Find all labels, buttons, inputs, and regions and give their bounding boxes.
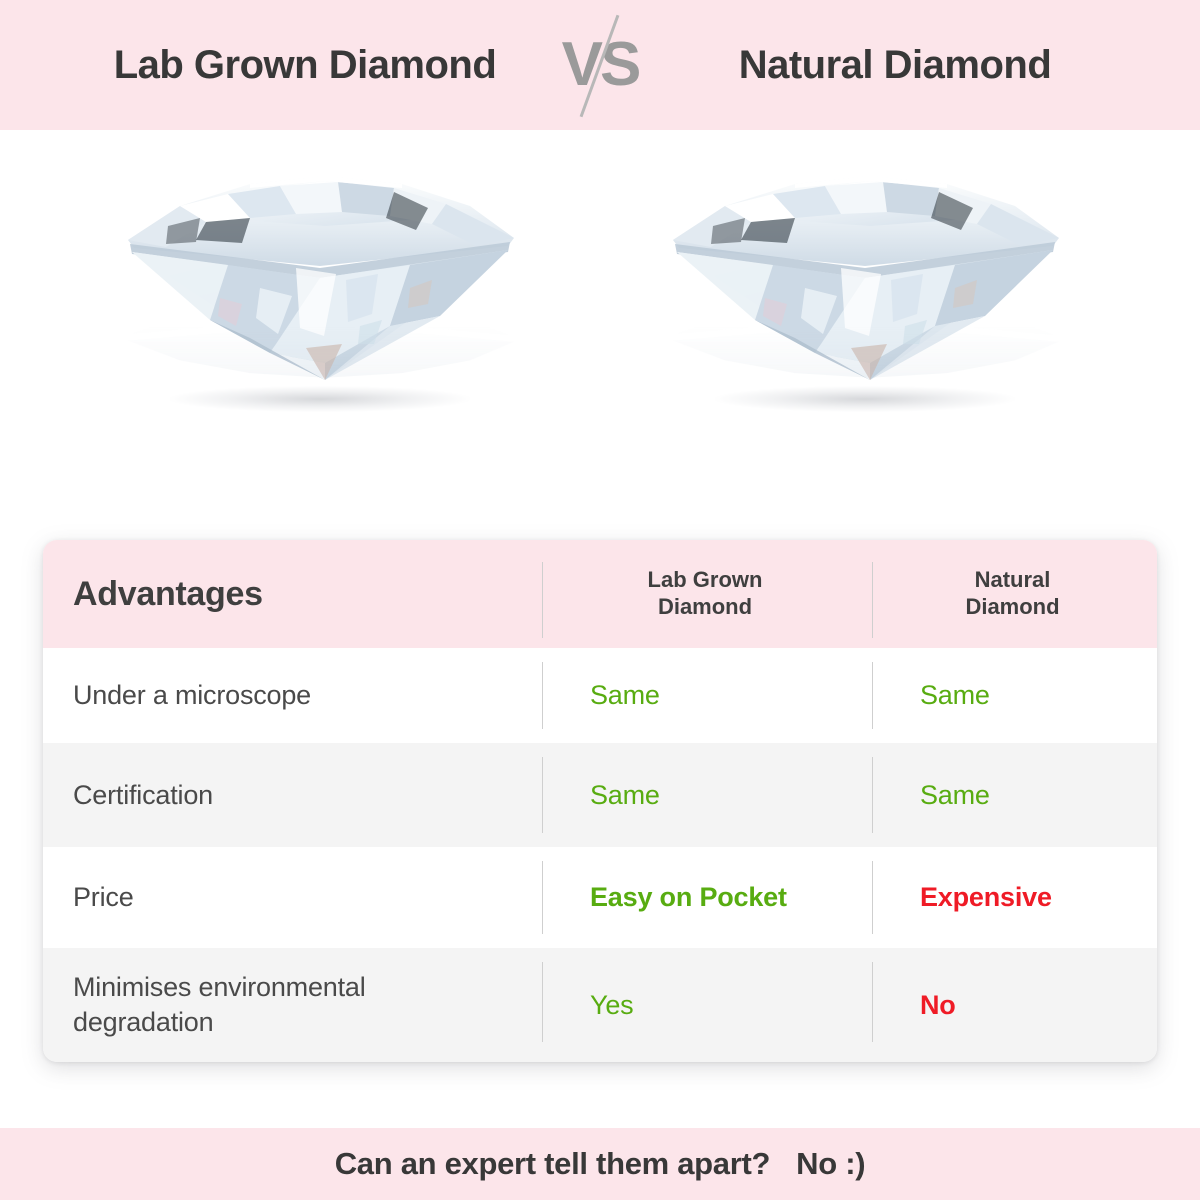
table-row: Certification Same Same <box>43 743 1157 847</box>
row-natural-cell: Same <box>872 648 1157 743</box>
row-lab-value: Same <box>590 680 660 710</box>
footer-band: Can an expert tell them apart? No :) <box>0 1128 1200 1200</box>
row-lab-cell: Same <box>542 648 872 743</box>
row-lab-value: Same <box>590 779 660 810</box>
column-divider <box>542 861 543 934</box>
column-divider <box>542 562 543 638</box>
table-row: Under a microscope Same Same <box>43 648 1157 743</box>
header-cell-natural: Natural Diamond <box>872 540 1157 648</box>
table-row: Minimises environmental degradation Yes … <box>43 948 1157 1062</box>
row-feature-label: Minimises environmental <box>73 972 366 1003</box>
column-divider <box>872 562 873 638</box>
lab-grown-diamond-figure <box>110 148 530 478</box>
row-lab-cell: Yes <box>542 948 872 1062</box>
column-divider <box>542 962 543 1042</box>
row-lab-value: Yes <box>590 989 634 1020</box>
row-feature-cell: Under a microscope <box>43 648 542 743</box>
natural-header-line1: Natural <box>974 567 1051 593</box>
diamond-shadow <box>715 386 1015 412</box>
row-lab-cell: Easy on Pocket <box>542 847 872 948</box>
diamond-image-lab-grown-icon <box>110 148 530 398</box>
footer-answer: No :) <box>796 1146 866 1181</box>
column-divider <box>872 757 873 833</box>
column-divider <box>872 662 873 729</box>
row-lab-cell: Same <box>542 743 872 847</box>
table-header-row: Advantages Lab Grown Diamond Natural Dia… <box>43 540 1157 648</box>
row-feature-cell: Minimises environmental degradation <box>43 948 542 1062</box>
natural-diamond-figure <box>655 148 1075 478</box>
header-title-natural: Natural Diamond <box>738 42 1052 87</box>
row-feature-cell: Certification <box>43 743 542 847</box>
natural-header-line2: Diamond <box>965 594 1060 619</box>
column-divider <box>542 757 543 833</box>
row-feature-label: Price <box>73 882 134 913</box>
row-feature-cell: Price <box>43 847 542 948</box>
row-natural-value: Same <box>920 779 990 810</box>
row-lab-value: Easy on Pocket <box>590 882 787 912</box>
row-natural-cell: Same <box>872 743 1157 847</box>
vs-badge: VS <box>540 0 660 130</box>
table-row: Price Easy on Pocket Expensive <box>43 847 1157 948</box>
row-natural-cell: No <box>872 948 1157 1062</box>
row-natural-value: Expensive <box>920 882 1052 912</box>
row-natural-cell: Expensive <box>872 847 1157 948</box>
column-divider <box>872 962 873 1042</box>
advantages-title: Advantages <box>73 574 263 613</box>
header-cell-advantages: Advantages <box>43 540 542 648</box>
header-band: Lab Grown Diamond VS Natural Diamond <box>0 0 1200 130</box>
diamond-reflection <box>655 259 1075 394</box>
comparison-table: Advantages Lab Grown Diamond Natural Dia… <box>43 540 1157 1062</box>
row-feature-label: Certification <box>73 779 213 810</box>
diamond-image-natural-icon <box>655 148 1075 398</box>
row-natural-value: Same <box>920 680 990 710</box>
column-divider <box>872 861 873 934</box>
row-feature-label: Under a microscope <box>73 680 312 711</box>
lab-header-line2: Diamond <box>657 594 753 619</box>
lab-header-line1: Lab Grown <box>647 567 763 593</box>
diamond-shadow <box>170 386 470 412</box>
header-cell-lab-grown: Lab Grown Diamond <box>542 540 872 648</box>
diamond-stage <box>0 130 1200 530</box>
column-divider <box>542 662 543 729</box>
footer-question: Can an expert tell them apart? <box>334 1146 771 1181</box>
row-feature-label-line2: degradation <box>73 1007 214 1037</box>
diamond-reflection <box>110 259 530 394</box>
header-title-lab-grown: Lab Grown Diamond <box>113 42 497 87</box>
row-natural-value: No <box>920 989 956 1020</box>
